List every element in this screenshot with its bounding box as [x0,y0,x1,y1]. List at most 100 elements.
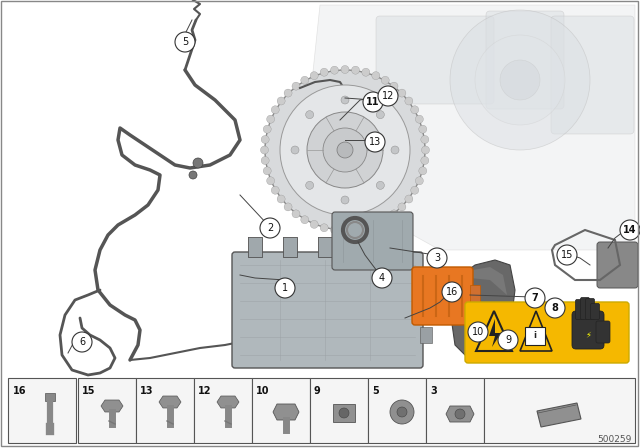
Circle shape [419,167,427,175]
Circle shape [557,245,577,265]
Polygon shape [273,404,299,420]
Circle shape [261,135,269,143]
Circle shape [72,332,92,352]
Text: 16: 16 [13,386,26,396]
Circle shape [263,125,271,133]
Circle shape [271,106,279,114]
Circle shape [306,111,314,119]
Circle shape [189,171,197,179]
Bar [248,237,262,257]
FancyBboxPatch shape [486,11,564,109]
Circle shape [263,167,271,175]
Circle shape [323,128,367,172]
Circle shape [500,60,540,100]
Circle shape [277,195,285,203]
Circle shape [267,115,275,123]
Circle shape [265,70,425,230]
Circle shape [341,65,349,73]
Polygon shape [537,403,581,427]
Polygon shape [217,396,239,408]
Circle shape [301,216,308,224]
Circle shape [455,409,465,419]
FancyBboxPatch shape [551,16,634,134]
Bar [484,378,635,443]
Circle shape [498,330,518,350]
Bar [45,393,55,401]
Text: 12: 12 [382,91,394,101]
FancyBboxPatch shape [332,212,413,270]
Text: 500259: 500259 [598,435,632,444]
Circle shape [376,111,385,119]
Circle shape [261,156,269,164]
FancyBboxPatch shape [575,300,584,319]
Bar [252,378,310,443]
Circle shape [390,210,398,218]
Circle shape [390,400,414,424]
Text: 9: 9 [505,335,511,345]
Circle shape [277,97,285,105]
Circle shape [482,322,498,338]
Text: 15: 15 [561,250,573,260]
Circle shape [422,146,429,154]
Text: ⚡: ⚡ [585,331,591,340]
FancyBboxPatch shape [586,298,595,319]
Circle shape [280,85,410,215]
Polygon shape [101,400,123,412]
Text: 16: 16 [446,287,458,297]
Circle shape [337,142,353,158]
Circle shape [390,82,398,90]
Polygon shape [310,5,635,250]
Bar [283,237,297,257]
Circle shape [351,66,360,74]
Circle shape [378,86,398,106]
Polygon shape [476,311,512,351]
Text: i: i [534,332,536,340]
Circle shape [271,186,279,194]
Bar [318,237,332,257]
Circle shape [341,227,349,234]
Circle shape [365,132,385,152]
Circle shape [427,248,447,268]
Text: 8: 8 [552,303,559,313]
FancyBboxPatch shape [572,311,604,349]
Circle shape [284,89,292,97]
Text: 7: 7 [532,293,538,303]
Circle shape [341,96,349,104]
Bar [383,237,397,257]
Circle shape [330,66,339,74]
Circle shape [381,76,389,84]
Text: 14: 14 [623,225,637,235]
Bar [310,378,368,443]
Bar [8,378,76,443]
Circle shape [330,226,339,234]
Circle shape [267,177,275,185]
Circle shape [475,35,565,125]
Circle shape [405,97,413,105]
Circle shape [372,72,380,80]
Circle shape [284,203,292,211]
Polygon shape [520,311,552,351]
Circle shape [193,158,203,168]
Circle shape [450,10,590,150]
Circle shape [376,181,385,190]
Circle shape [419,125,427,133]
FancyBboxPatch shape [580,297,589,319]
FancyBboxPatch shape [597,242,638,288]
Circle shape [620,220,640,240]
Circle shape [310,72,318,80]
Circle shape [301,76,308,84]
Circle shape [260,146,269,154]
Circle shape [351,226,360,234]
Text: 2: 2 [267,223,273,233]
Circle shape [411,106,419,114]
Text: 10: 10 [472,327,484,337]
Polygon shape [446,406,474,422]
Text: 4: 4 [379,273,385,283]
Circle shape [291,146,299,154]
Polygon shape [489,319,501,347]
Text: 13: 13 [369,137,381,147]
Circle shape [260,218,280,238]
Polygon shape [457,267,507,295]
Polygon shape [450,260,515,360]
Circle shape [415,177,424,185]
